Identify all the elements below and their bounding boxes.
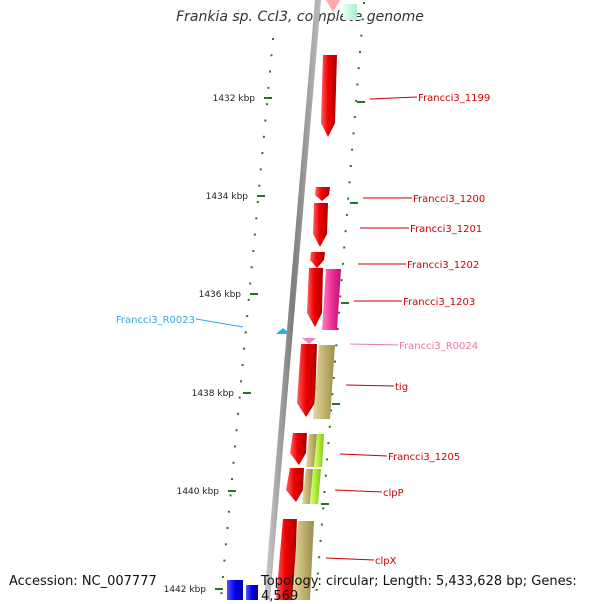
gene-clpp-arrow [286, 468, 304, 502]
ruler-tick [228, 490, 236, 492]
gene-label[interactable]: Francci3_1200 [413, 194, 485, 205]
ruler-tick-right [321, 503, 329, 505]
gene-label[interactable]: clpP [383, 488, 404, 499]
gene-francci3-1199-arrow [321, 55, 337, 137]
gene-label[interactable]: Francci3_1203 [403, 297, 475, 308]
ruler-tick-right [341, 302, 349, 304]
gene-label[interactable]: Francci3_R0023 [116, 315, 195, 326]
ruler-tick [257, 195, 265, 197]
gene-label-leader [334, 489, 383, 493]
gene-francci3-1202-arrow [310, 252, 325, 268]
gene-label[interactable]: Francci3_R0024 [399, 341, 478, 352]
gene-francci3-1203-function-bar [322, 269, 341, 330]
gene-clpx-arrow [276, 519, 297, 600]
gene-francci3-1201-arrow [313, 203, 328, 247]
gene-francci3-1205-arrow [290, 433, 307, 465]
gene-francci3-1205-function-bar-2 [314, 434, 324, 467]
ruler-tick-label: 1440 kbp [177, 487, 220, 497]
map-title: Frankia sp. CcI3, complete genome [176, 9, 424, 25]
ruler-tick [215, 588, 223, 590]
gene-label[interactable]: Francci3_1201 [410, 224, 482, 235]
gene-label-leader [339, 453, 388, 457]
gene-francci3-1203-arrow [307, 268, 323, 327]
ruler-tick-label: 1432 kbp [213, 94, 256, 104]
gene-label-leader [325, 557, 375, 561]
gene-partial-mint [343, 4, 357, 20]
genome-backbone [264, 0, 321, 600]
ruler-tick-label: 1436 kbp [199, 290, 242, 300]
ruler-tick-label: 1438 kbp [192, 389, 235, 399]
gene-label-leader [195, 318, 244, 328]
ruler-ticks: 1432 kbp 1434 kbp 1436 kbp 1438 kbp 1440 kbp… [164, 94, 365, 595]
accession-label: Accession: NC_007777 [9, 574, 157, 589]
gene-tig-function-bar [313, 345, 335, 419]
ruler-tick [264, 97, 272, 99]
gene-label[interactable]: Francci3_1199 [418, 93, 490, 104]
ruler-tick-label: 1434 kbp [206, 192, 249, 202]
gene-label[interactable]: clpX [375, 556, 397, 567]
gene-partial-red [326, 0, 340, 12]
gene-labels: Francci3_1199 Francci3_1200 Francci3_1201 F… [116, 93, 490, 567]
ruler-tick-right [350, 202, 358, 204]
gene-label[interactable]: Francci3_1205 [388, 452, 460, 463]
gene-francci3-r0024-mark [302, 338, 316, 344]
gene-francci3-1200-arrow [315, 187, 330, 201]
ruler-tick [243, 392, 251, 394]
gene-label-leader [345, 384, 395, 387]
gene-label-leader [369, 96, 418, 100]
gene-blue-1 [227, 580, 243, 600]
gene-clpp-function-bar-2 [310, 469, 321, 504]
gene-francci3-1205-function-bar [306, 434, 317, 467]
gene-blue-2 [246, 585, 258, 600]
gene-clpp-function-bar [302, 469, 313, 504]
ruler-tick [250, 293, 258, 295]
ruler-tick-right [332, 403, 340, 405]
ruler-tick-right [357, 101, 365, 103]
ruler-tick-label: 1442 kbp [164, 585, 207, 595]
gene-label[interactable]: Francci3_1202 [407, 260, 479, 271]
gene-label-leader [349, 343, 399, 346]
gene-francci3-r0023-mark [276, 328, 290, 334]
gene-label[interactable]: tig [395, 382, 408, 393]
ruler-dots [220, 2, 365, 595]
gene-tig-arrow [297, 344, 317, 417]
gene-clpx-function-bar [292, 521, 314, 600]
